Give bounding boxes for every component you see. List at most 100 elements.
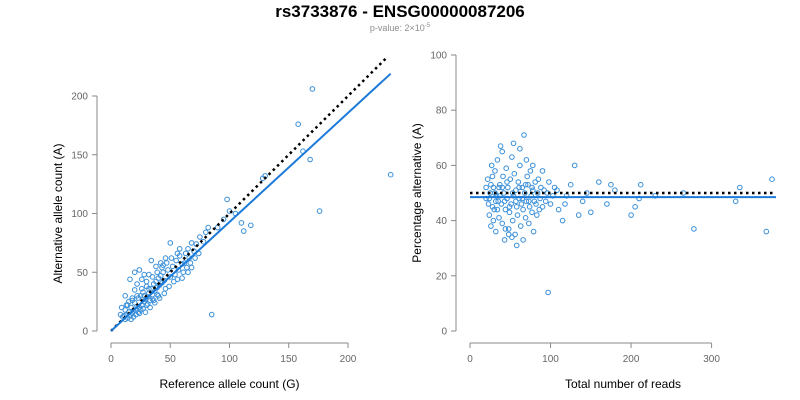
data-point bbox=[307, 156, 313, 163]
y-axis-title-left: Alternative allele count (A) bbox=[51, 143, 65, 283]
data-point bbox=[309, 86, 316, 92]
x-axis-title-left: Reference allele count (G) bbox=[159, 377, 299, 391]
data-point bbox=[161, 290, 168, 297]
data-point bbox=[526, 220, 532, 227]
data-point bbox=[533, 201, 539, 207]
data-point bbox=[165, 267, 171, 273]
data-point bbox=[637, 181, 644, 188]
data-point bbox=[596, 179, 602, 185]
data-point bbox=[628, 212, 634, 218]
data-point bbox=[522, 190, 528, 196]
data-point bbox=[488, 162, 495, 169]
data-point bbox=[187, 260, 194, 266]
data-point bbox=[134, 293, 140, 299]
data-point bbox=[127, 276, 133, 283]
data-point bbox=[524, 173, 531, 180]
data-point bbox=[498, 201, 505, 207]
data-point bbox=[486, 212, 493, 218]
chart-subtitle: p-value: 2×10-5 bbox=[0, 23, 800, 33]
y-tick-label-right: 60 bbox=[436, 161, 448, 172]
data-point bbox=[136, 267, 143, 273]
data-point bbox=[316, 208, 323, 214]
y-axis-right: 0 20 40 60 80 100 bbox=[430, 51, 457, 338]
data-point bbox=[509, 217, 516, 224]
data-point bbox=[497, 143, 504, 149]
data-point bbox=[492, 168, 498, 174]
y-tick-label-left: 50 bbox=[77, 268, 89, 279]
data-point bbox=[185, 269, 191, 276]
data-point bbox=[517, 223, 524, 229]
data-point bbox=[505, 226, 512, 232]
data-point bbox=[494, 157, 501, 163]
data-point bbox=[496, 215, 502, 221]
y-tick-label-left: 200 bbox=[71, 92, 88, 103]
x-axis-title-right: Total number of reads bbox=[565, 377, 681, 391]
data-point bbox=[503, 165, 510, 171]
y-tick-label-right: 100 bbox=[430, 51, 447, 62]
data-point bbox=[184, 264, 190, 271]
data-point bbox=[509, 190, 516, 196]
data-point bbox=[500, 173, 506, 180]
data-point bbox=[513, 204, 520, 210]
data-point bbox=[118, 304, 125, 311]
data-point bbox=[507, 176, 514, 182]
data-point bbox=[529, 184, 535, 191]
chart-title: rs3733876 - ENSG00000087206 bbox=[275, 2, 525, 21]
data-point bbox=[538, 184, 544, 191]
data-point bbox=[143, 278, 150, 285]
data-point bbox=[140, 305, 146, 312]
plot-panel-right: 0 100 200 300 0 20 40 60 80 100 Total number of re… bbox=[410, 51, 776, 391]
x-tick-label-right: 200 bbox=[623, 354, 640, 365]
data-point bbox=[526, 198, 532, 205]
data-point bbox=[513, 187, 519, 193]
data-point bbox=[539, 168, 546, 174]
y-tick-label-left: 150 bbox=[71, 150, 88, 161]
data-point bbox=[504, 179, 510, 185]
data-point bbox=[526, 204, 533, 210]
data-point bbox=[490, 217, 497, 224]
data-point bbox=[238, 220, 245, 226]
data-point bbox=[691, 226, 697, 232]
y-tick-label-left: 100 bbox=[71, 209, 88, 220]
data-point bbox=[140, 289, 146, 296]
data-point bbox=[521, 132, 527, 138]
data-point bbox=[513, 242, 520, 249]
data-point bbox=[534, 190, 541, 196]
reference-line-left bbox=[110, 57, 387, 332]
data-point bbox=[240, 228, 247, 234]
data-point bbox=[214, 224, 221, 231]
data-point bbox=[197, 234, 203, 240]
data-point bbox=[492, 190, 498, 196]
data-point bbox=[489, 204, 496, 210]
data-point bbox=[523, 157, 530, 163]
data-point bbox=[562, 201, 568, 207]
data-point bbox=[192, 255, 198, 261]
data-point bbox=[513, 198, 519, 205]
data-point bbox=[181, 260, 188, 266]
data-point bbox=[153, 263, 159, 270]
data-point bbox=[174, 250, 181, 257]
data-point bbox=[501, 198, 508, 205]
data-point bbox=[496, 184, 502, 191]
data-point bbox=[224, 196, 230, 203]
data-point bbox=[499, 184, 506, 191]
data-point bbox=[167, 240, 174, 246]
data-point bbox=[495, 198, 502, 205]
data-point bbox=[511, 170, 518, 177]
fit-line-left bbox=[110, 72, 392, 332]
data-point bbox=[494, 206, 501, 213]
data-point bbox=[489, 173, 496, 180]
data-point bbox=[220, 216, 227, 223]
data-point bbox=[180, 269, 187, 276]
data-point bbox=[136, 310, 143, 317]
data-point bbox=[512, 231, 518, 238]
data-point bbox=[536, 206, 543, 213]
data-point bbox=[387, 171, 394, 178]
data-point bbox=[176, 246, 183, 252]
p-value-text: p-value: 2×10 bbox=[369, 23, 425, 33]
x-axis-left: 0 50 100 150 200 bbox=[108, 342, 357, 365]
data-point bbox=[506, 209, 513, 216]
data-point bbox=[123, 302, 130, 308]
y-axis-left: 0 50 100 150 200 bbox=[71, 92, 98, 338]
data-point bbox=[129, 297, 136, 304]
